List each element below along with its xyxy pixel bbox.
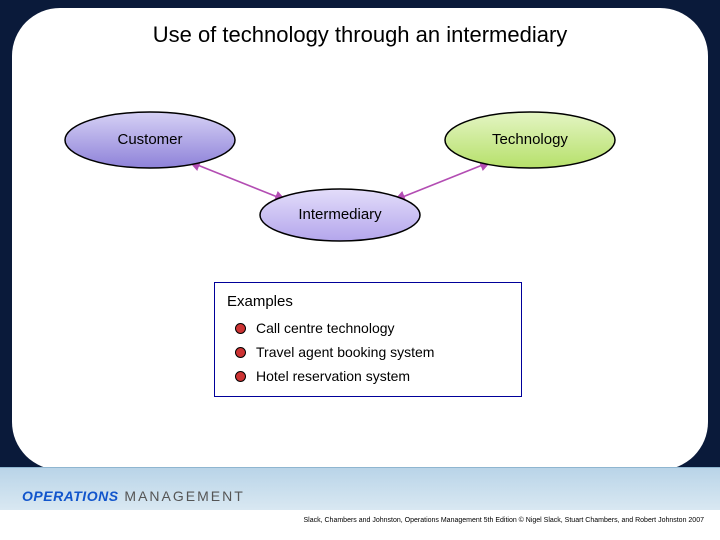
bullet-icon (235, 323, 246, 334)
example-row: Hotel reservation system (227, 364, 509, 388)
node-intermediary-label: Intermediary (298, 206, 382, 223)
example-text: Call centre technology (256, 320, 395, 336)
example-text: Travel agent booking system (256, 344, 434, 360)
node-technology-label: Technology (492, 131, 568, 148)
bullet-icon (235, 371, 246, 382)
example-text: Hotel reservation system (256, 368, 410, 384)
logo-operations: OPERATIONS (22, 488, 119, 504)
footer-citation: Slack, Chambers and Johnston, Operations… (304, 517, 705, 524)
example-row: Call centre technology (227, 316, 509, 340)
diagram-canvas: Customer Technology Intermediary (40, 100, 660, 250)
node-customer-label: Customer (117, 131, 182, 148)
bullet-icon (235, 347, 246, 358)
examples-heading: Examples (227, 293, 509, 310)
example-row: Travel agent booking system (227, 340, 509, 364)
logo-management: MANAGEMENT (119, 488, 245, 504)
edge-intermediary-technology (395, 162, 490, 200)
logo: OPERATIONS MANAGEMENT (22, 488, 245, 504)
slide-title: Use of technology through an intermediar… (0, 22, 720, 48)
examples-box: Examples Call centre technology Travel a… (214, 282, 522, 397)
edge-customer-intermediary (190, 162, 285, 200)
footer-white (0, 510, 720, 540)
